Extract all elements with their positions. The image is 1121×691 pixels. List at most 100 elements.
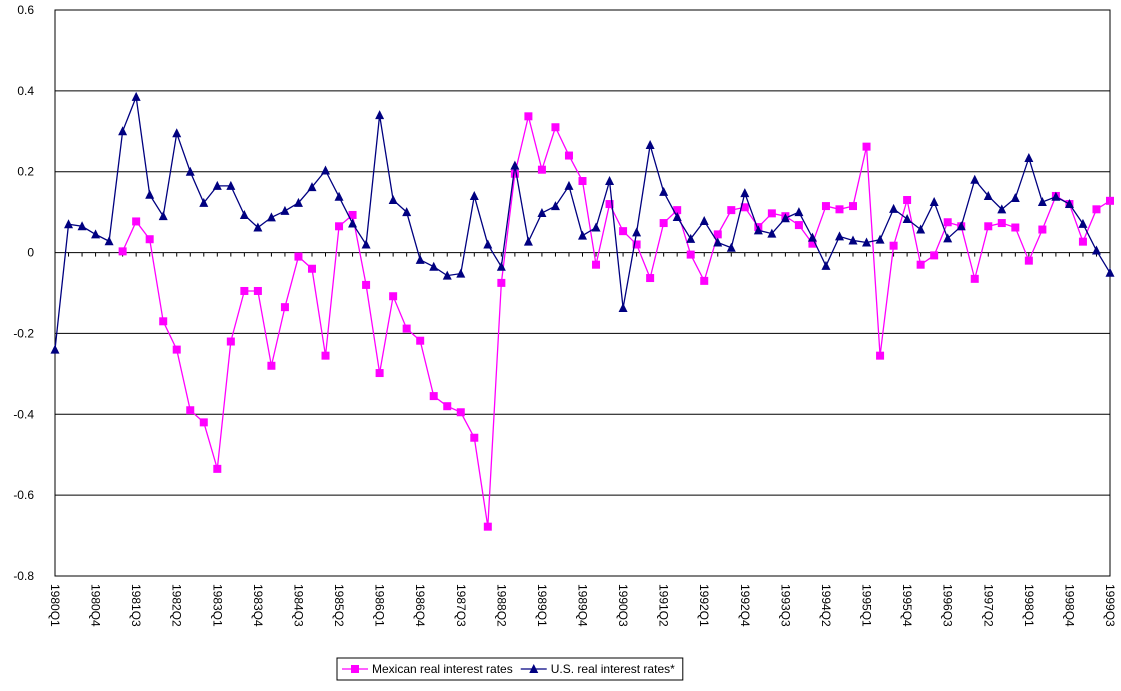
data-point: [185, 166, 195, 176]
data-point: [199, 197, 209, 207]
data-point: [77, 221, 87, 231]
data-point: [1038, 225, 1047, 234]
data-point: [294, 252, 303, 261]
data-point: [226, 337, 235, 346]
data-point: [943, 218, 952, 227]
data-point: [686, 250, 695, 259]
data-point: [1091, 245, 1101, 255]
data-point: [510, 169, 519, 178]
data-point: [551, 123, 560, 132]
x-tick-label: 1985Q2: [332, 584, 346, 627]
x-tick-label: 1981Q3: [129, 584, 143, 627]
data-point: [726, 242, 736, 252]
data-point: [997, 219, 1006, 228]
data-point: [970, 274, 979, 283]
data-point: [618, 302, 628, 312]
data-point: [429, 392, 438, 401]
data-point: [808, 239, 817, 248]
data-point: [956, 221, 966, 231]
data-point: [388, 195, 398, 205]
data-point: [321, 351, 330, 360]
data-point: [496, 261, 506, 271]
data-point: [862, 142, 871, 151]
data-point: [632, 227, 642, 237]
data-point: [659, 219, 668, 228]
data-point: [239, 209, 249, 219]
data-point: [619, 227, 628, 236]
data-point: [605, 176, 615, 186]
x-tick-label: 1986Q4: [413, 584, 427, 627]
data-point: [970, 174, 980, 184]
data-point: [442, 270, 452, 280]
data-point: [172, 345, 181, 354]
legend: Mexican real interest rates U.S. real int…: [336, 657, 684, 681]
x-tick-label: 1982Q2: [170, 584, 184, 627]
data-point: [537, 207, 547, 217]
data-point: [159, 317, 168, 326]
legend-label: U.S. real interest rates*: [551, 662, 675, 676]
plot-area: [54, 9, 1111, 577]
data-point: [550, 201, 560, 211]
data-point: [334, 191, 344, 201]
data-point: [226, 180, 236, 190]
data-point: [916, 260, 925, 269]
data-point: [253, 222, 263, 232]
data-point: [118, 126, 128, 136]
data-point: [293, 197, 303, 207]
data-point: [402, 207, 412, 217]
x-tick-label: 1998Q1: [1022, 584, 1036, 627]
data-point: [307, 182, 317, 192]
data-point: [470, 433, 479, 442]
data-point: [740, 188, 750, 198]
data-point: [605, 200, 614, 209]
x-tick-label: 1983Q1: [210, 584, 224, 627]
data-point: [172, 128, 182, 138]
data-point: [469, 190, 479, 200]
data-point: [672, 211, 682, 221]
data-point: [767, 209, 776, 218]
data-point: [740, 203, 749, 212]
data-point: [213, 464, 222, 473]
data-point: [212, 180, 222, 190]
data-point: [524, 112, 533, 121]
data-point: [713, 230, 722, 239]
data-point: [997, 204, 1007, 214]
data-point: [916, 224, 926, 234]
data-point: [104, 236, 114, 246]
data-point: [415, 254, 425, 264]
data-point: [523, 236, 533, 246]
data-point: [348, 218, 358, 228]
data-point: [266, 212, 276, 222]
data-point: [253, 286, 262, 295]
x-tick-label: 1992Q1: [697, 584, 711, 627]
data-point: [348, 210, 357, 219]
data-point: [1024, 256, 1033, 265]
data-point: [131, 91, 141, 101]
data-point: [1010, 192, 1020, 202]
x-tick-label: 1993Q3: [778, 584, 792, 627]
y-tick-label: -0.4: [13, 407, 34, 421]
data-point: [699, 216, 709, 226]
y-tick-label: -0.6: [13, 488, 34, 502]
x-tick-label: 1980Q1: [48, 584, 62, 627]
data-point: [1078, 237, 1087, 246]
data-point: [483, 239, 493, 249]
data-point: [632, 240, 641, 249]
data-point: [930, 251, 939, 260]
data-point: [862, 237, 872, 247]
x-tick-label: 1995Q1: [860, 584, 874, 627]
legend-marker: [529, 664, 539, 673]
data-point: [753, 225, 763, 235]
data-point: [821, 202, 830, 211]
y-tick-label: 0.2: [17, 165, 34, 179]
data-point: [889, 203, 899, 213]
data-point: [821, 260, 831, 270]
data-point: [794, 207, 804, 217]
x-tick-label: 1991Q2: [657, 584, 671, 627]
x-tick-label: 1989Q4: [576, 584, 590, 627]
x-tick-label: 1992Q4: [738, 584, 752, 627]
x-tick-label: 1995Q4: [900, 584, 914, 627]
data-point: [834, 231, 844, 241]
